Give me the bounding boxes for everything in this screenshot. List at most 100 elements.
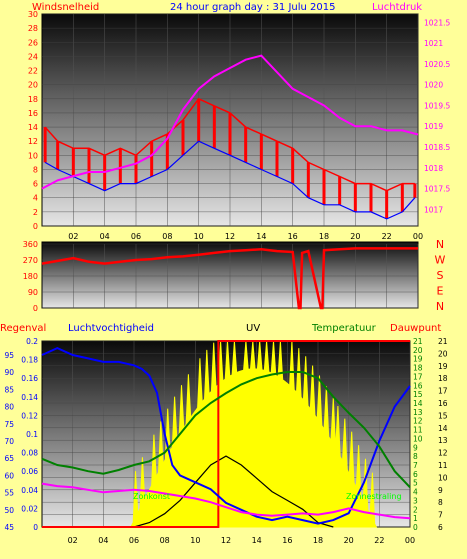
hum-tick-label: 50 bbox=[4, 506, 14, 515]
x-tick-label: 06 bbox=[131, 232, 141, 241]
uv-tick-label: 2 bbox=[413, 505, 418, 514]
y-tick-label: 1020.5 bbox=[424, 60, 450, 69]
top-x-axis: 02 04 06 08 10 12 14 16 18 20 22 00 bbox=[68, 232, 423, 241]
x-tick-label: 16 bbox=[288, 232, 298, 241]
y-tick-label: 1021.5 bbox=[424, 18, 450, 27]
x-tick-label: 00 bbox=[405, 536, 415, 545]
y-tick-label: 1019 bbox=[424, 122, 443, 131]
uv-tick-label: 19 bbox=[413, 355, 423, 364]
temp-tick-label: 17 bbox=[438, 387, 448, 396]
chart-title: 24 hour graph day : 31 Julu 2015 bbox=[170, 2, 336, 13]
uv-tick-label: 21 bbox=[413, 337, 423, 346]
temp-tick-label: 10 bbox=[438, 473, 448, 482]
rain-tick-label: 0.16 bbox=[21, 374, 38, 383]
y-tick-label: 1020 bbox=[424, 81, 443, 90]
dir-y-axis: 0 90 180 270 360 bbox=[23, 240, 38, 313]
hum-tick-label: 80 bbox=[4, 403, 14, 412]
compass-letter: W bbox=[435, 254, 446, 267]
hum-tick-label: 85 bbox=[4, 385, 14, 394]
y-tick-label: 1018.5 bbox=[424, 143, 450, 152]
x-tick-label: 08 bbox=[160, 536, 170, 545]
temp-tick-label: 18 bbox=[438, 374, 448, 383]
y-tick-label: 90 bbox=[28, 288, 38, 297]
y-tick-label: 270 bbox=[23, 256, 38, 265]
top-y-axis-right: 1017 1017.5 1018 1018.5 1019 1019.5 1020 1020.5… bbox=[424, 18, 450, 214]
y-tick-label: 1017.5 bbox=[424, 185, 450, 194]
x-tick-label: 06 bbox=[129, 536, 139, 545]
rain-tick-label: 0.04 bbox=[21, 486, 38, 495]
humidity-line bbox=[41, 347, 411, 525]
bottom-axes: 455055606570758085909500.020.040.060.080… bbox=[4, 337, 447, 532]
x-tick-label: 08 bbox=[162, 232, 172, 241]
y-tick-label: 18 bbox=[28, 95, 38, 104]
hum-tick-label: 75 bbox=[4, 420, 14, 429]
temp-tick-label: 12 bbox=[438, 449, 448, 458]
x-tick-label: 22 bbox=[382, 232, 392, 241]
x-tick-label: 14 bbox=[252, 536, 262, 545]
x-tick-label: 16 bbox=[282, 536, 292, 545]
x-tick-label: 02 bbox=[68, 232, 78, 241]
series-label: UV bbox=[246, 323, 260, 334]
bottom-top-labels: Regenval Luchtvochtigheid UV Temperatuur Dau… bbox=[0, 323, 441, 334]
rain-tick-label: 0.02 bbox=[21, 504, 38, 513]
x-tick-label: 18 bbox=[313, 536, 323, 545]
series-label: Temperatuur bbox=[311, 323, 377, 334]
hum-tick-label: 45 bbox=[4, 523, 14, 532]
hum-tick-label: 90 bbox=[4, 368, 14, 377]
temp-tick-label: 9 bbox=[438, 486, 443, 495]
rain-tick-label: 0.2 bbox=[26, 337, 38, 346]
temp-tick-label: 16 bbox=[438, 399, 448, 408]
y-tick-label: 30 bbox=[28, 10, 38, 19]
y-tick-label: 1018 bbox=[424, 164, 443, 173]
label-zonkonst: Zonkonst bbox=[133, 492, 170, 501]
compass-letter: N bbox=[436, 300, 444, 313]
uv-tick-label: 20 bbox=[413, 346, 423, 355]
temp-tick-label: 15 bbox=[438, 411, 448, 420]
series-label: Luchtvochtigheid bbox=[68, 323, 154, 334]
y-tick-label: 1019.5 bbox=[424, 101, 450, 110]
x-tick-label: 04 bbox=[100, 232, 110, 241]
dir-grid bbox=[42, 243, 419, 309]
y-tick-label: 8 bbox=[33, 165, 38, 174]
x-tick-label: 20 bbox=[350, 232, 360, 241]
temp-tick-label: 13 bbox=[438, 436, 448, 445]
y-tick-label: 22 bbox=[28, 67, 38, 76]
dewpoint-line bbox=[41, 482, 411, 520]
y-tick-label: 20 bbox=[28, 81, 38, 90]
x-tick-label: 00 bbox=[413, 232, 423, 241]
y-tick-label: 2 bbox=[33, 208, 38, 217]
y-tick-label: 12 bbox=[28, 137, 38, 146]
top-right-label: Luchtdruk bbox=[372, 2, 422, 13]
hum-tick-label: 60 bbox=[4, 471, 14, 480]
temp-tick-label: 8 bbox=[438, 498, 443, 507]
x-tick-label: 04 bbox=[98, 536, 108, 545]
compass-letter: N bbox=[436, 238, 444, 251]
y-tick-label: 14 bbox=[28, 123, 38, 132]
temp-tick-label: 21 bbox=[438, 337, 448, 346]
uv-tick-label: 0 bbox=[413, 523, 418, 532]
x-tick-label: 02 bbox=[68, 536, 78, 545]
uv-tick-label: 18 bbox=[413, 364, 423, 373]
bottom-series-group bbox=[41, 347, 411, 525]
wind-speed-line bbox=[44, 97, 415, 192]
y-tick-label: 16 bbox=[28, 109, 38, 118]
series-label: Regenval bbox=[0, 323, 46, 334]
solar-line bbox=[133, 455, 334, 528]
y-tick-label: 4 bbox=[33, 194, 38, 203]
uv-tick-label: 6 bbox=[413, 470, 418, 479]
temp-tick-label: 6 bbox=[438, 523, 443, 532]
pressure-line bbox=[41, 54, 419, 190]
top-series-group bbox=[41, 54, 419, 220]
uv-tick-label: 8 bbox=[413, 452, 418, 461]
rain-tick-label: 0.06 bbox=[21, 467, 38, 476]
y-tick-label: 360 bbox=[23, 240, 38, 249]
uv-tick-label: 7 bbox=[413, 461, 418, 470]
y-tick-label: 180 bbox=[23, 272, 38, 281]
compass-letter: E bbox=[437, 285, 444, 298]
y-tick-label: 0 bbox=[33, 304, 38, 313]
uv-tick-label: 17 bbox=[413, 372, 423, 381]
uv-tick-label: 13 bbox=[413, 408, 423, 417]
